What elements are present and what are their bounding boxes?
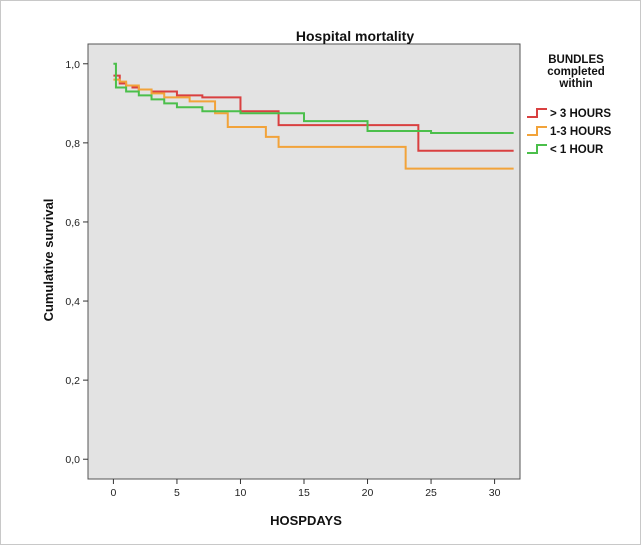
x-tick-label: 10 xyxy=(235,487,247,499)
x-tick-label: 30 xyxy=(489,487,501,499)
y-tick-label: 1,0 xyxy=(65,59,80,71)
plot-area xyxy=(87,43,521,480)
x-tick-label: 25 xyxy=(425,487,437,499)
y-tick-label: 0,6 xyxy=(65,217,80,229)
axis-ticks: 0 5 10 15 20 25 30 0,0 0,2 0,4 0,6 0,8 1,0 xyxy=(65,59,500,499)
legend-label-1-hour: < 1 HOUR xyxy=(550,144,604,156)
legend-swatch-3-hours xyxy=(527,108,547,118)
legend-label-3-hours: > 3 HOURS xyxy=(550,108,611,120)
x-tick-label: 5 xyxy=(174,487,180,499)
series-line-1-hour xyxy=(113,62,514,134)
y-axis-label: Cumulative survival xyxy=(41,199,56,322)
legend-swatch-1-3-hours xyxy=(527,126,547,136)
series-line-1-3-hours xyxy=(113,78,514,170)
legend-title: completed xyxy=(547,66,605,78)
chart-title: Hospital mortality xyxy=(296,28,414,44)
legend-title: within xyxy=(558,78,592,90)
y-tick-label: 0,8 xyxy=(65,138,80,150)
series-lines xyxy=(113,62,514,170)
x-tick-label: 0 xyxy=(110,487,116,499)
x-tick-label: 15 xyxy=(298,487,310,499)
legend-title: BUNDLES xyxy=(548,54,604,66)
y-tick-label: 0,4 xyxy=(65,296,80,308)
y-tick-label: 0,2 xyxy=(65,375,80,387)
y-tick-label: 0,0 xyxy=(65,454,80,466)
x-axis-label: HOSPDAYS xyxy=(270,513,342,528)
legend-swatch-1-hour xyxy=(527,144,547,154)
x-tick-label: 20 xyxy=(362,487,374,499)
legend-label-1-3-hours: 1-3 HOURS xyxy=(550,126,612,138)
